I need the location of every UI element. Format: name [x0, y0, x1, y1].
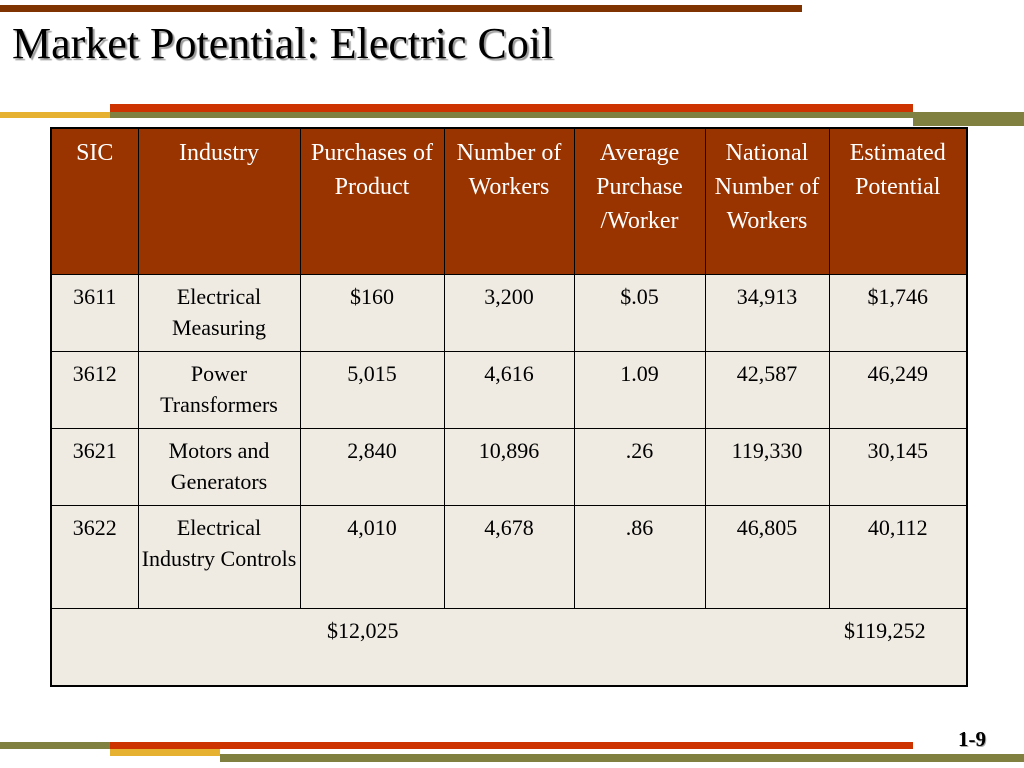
cell-purchases: 2,840 — [299, 427, 445, 506]
top-brown-bar — [0, 5, 802, 12]
header-row: SIC Industry Purchases of Product Number… — [50, 127, 968, 275]
market-potential-table: SIC Industry Purchases of Product Number… — [50, 127, 968, 687]
cell-national-workers: 42,587 — [704, 350, 830, 429]
cell-sic: 3622 — [50, 504, 139, 609]
cell-sic: 3621 — [50, 427, 139, 506]
totals-cell: $12,025 $119,252 — [50, 607, 968, 687]
header-purchases: Purchases of Product — [299, 127, 445, 275]
cell-national-workers: 119,330 — [704, 427, 830, 506]
bottom-olive-bar — [0, 742, 110, 749]
cell-estimated-potential: 30,145 — [828, 427, 968, 506]
cell-sic: 3612 — [50, 350, 139, 429]
bottom-orange-bar — [110, 742, 913, 749]
cell-industry: Power Transformers — [137, 350, 301, 429]
top-gold-bar — [0, 112, 110, 118]
cell-purchases: 4,010 — [299, 504, 445, 609]
cell-avg-purchase: .86 — [573, 504, 706, 609]
cell-workers: 4,616 — [443, 350, 575, 429]
cell-workers: 3,200 — [443, 273, 575, 352]
cell-workers: 10,896 — [443, 427, 575, 506]
header-industry: Industry — [137, 127, 301, 275]
cell-workers: 4,678 — [443, 504, 575, 609]
header-avg-purchase: Average Purchase /Worker — [573, 127, 706, 275]
cell-industry: Motors and Generators — [137, 427, 301, 506]
table-row: 3611 Electrical Measuring $160 3,200 $.0… — [50, 273, 968, 352]
cell-estimated-potential: 40,112 — [828, 504, 968, 609]
cell-national-workers: 34,913 — [704, 273, 830, 352]
totals-row: $12,025 $119,252 — [50, 607, 968, 687]
cell-avg-purchase: 1.09 — [573, 350, 706, 429]
cell-industry: Electrical Measuring — [137, 273, 301, 352]
header-national-workers: National Number of Workers — [704, 127, 830, 275]
cell-purchases: 5,015 — [299, 350, 445, 429]
total-estimated-potential: $119,252 — [844, 617, 926, 643]
cell-estimated-potential: 46,249 — [828, 350, 968, 429]
cell-avg-purchase: .26 — [573, 427, 706, 506]
cell-sic: 3611 — [50, 273, 139, 352]
top-olive-bar — [0, 112, 1024, 118]
header-estimated-potential: Estimated Potential — [828, 127, 968, 275]
cell-avg-purchase: $.05 — [573, 273, 706, 352]
header-sic: SIC — [50, 127, 139, 275]
cell-purchases: $160 — [299, 273, 445, 352]
cell-industry: Electrical Industry Controls — [137, 504, 301, 609]
slide-title: Market Potential: Electric Coil — [12, 19, 554, 68]
table-row: 3622 Electrical Industry Controls 4,010 … — [50, 504, 968, 609]
cell-estimated-potential: $1,746 — [828, 273, 968, 352]
table-row: 3621 Motors and Generators 2,840 10,896 … — [50, 427, 968, 506]
bottom-gold-bar — [110, 749, 220, 756]
header-workers: Number of Workers — [443, 127, 575, 275]
bottom-olive-wide-bar — [220, 754, 1024, 762]
table-row: 3612 Power Transformers 5,015 4,616 1.09… — [50, 350, 968, 429]
top-olive-right — [913, 118, 1024, 126]
top-orange-bar — [110, 104, 913, 112]
cell-national-workers: 46,805 — [704, 504, 830, 609]
slide-number: 1-9 — [958, 727, 986, 751]
total-purchases: $12,025 — [327, 617, 399, 643]
